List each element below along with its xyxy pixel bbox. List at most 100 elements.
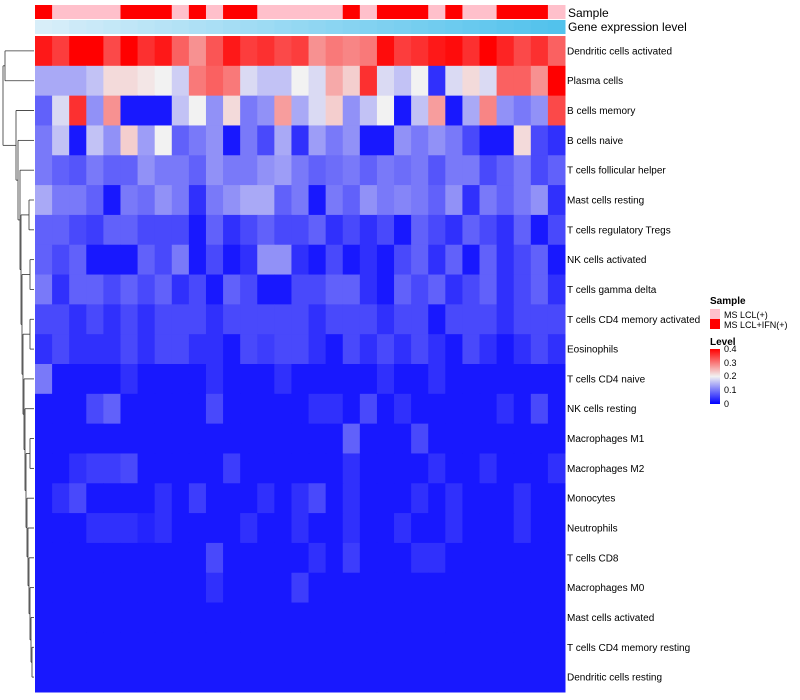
heatmap-cell xyxy=(411,602,429,633)
heatmap-cell xyxy=(240,274,258,305)
heatmap-cell xyxy=(257,125,275,156)
heatmap-cell xyxy=(411,185,429,216)
heatmap-cell xyxy=(308,65,327,97)
heatmap-cell xyxy=(240,364,258,395)
heatmap-cell xyxy=(342,483,361,514)
heatmap-cell xyxy=(359,393,378,425)
heatmap-cell xyxy=(359,423,378,454)
heatmap-cell xyxy=(376,155,395,186)
heatmap-cell xyxy=(52,602,70,633)
expression-annotation-cell xyxy=(205,20,224,34)
heatmap-cell xyxy=(496,662,515,693)
heatmap-cell xyxy=(411,65,429,97)
heatmap-cell xyxy=(120,95,139,126)
heatmap-cell xyxy=(171,542,190,574)
heatmap-cell xyxy=(223,244,241,276)
heatmap-cell xyxy=(257,155,275,186)
heatmap-cell xyxy=(35,244,53,276)
sample-annotation-cell xyxy=(479,5,498,19)
heatmap-cell xyxy=(257,185,275,216)
heatmap-cell xyxy=(411,214,429,246)
heatmap-cell xyxy=(188,304,207,335)
heatmap-cell xyxy=(188,364,207,395)
heatmap-cell xyxy=(86,185,104,216)
heatmap-cell xyxy=(394,155,412,186)
heatmap-cell xyxy=(69,572,87,604)
heatmap-cell xyxy=(428,423,446,454)
sample-annotation-cell xyxy=(359,5,378,19)
heatmap-cell xyxy=(137,36,156,67)
expression-annotation-cell xyxy=(257,20,275,34)
sample-annotation-bar xyxy=(35,5,566,19)
heatmap-cell xyxy=(240,513,258,544)
heatmap-cell xyxy=(52,334,70,365)
expression-annotation-bar xyxy=(35,20,566,34)
heatmap-cell xyxy=(223,155,241,186)
annotation-label-sample: Sample xyxy=(568,6,609,20)
heatmap-cell xyxy=(154,662,173,693)
heatmap-cell xyxy=(52,542,70,574)
heatmap-cell xyxy=(496,483,515,514)
heatmap-cell xyxy=(445,214,463,246)
heatmap-cell xyxy=(394,274,412,305)
heatmap-cell xyxy=(496,244,515,276)
heatmap-cell xyxy=(120,542,139,574)
heatmap-cell xyxy=(154,453,173,484)
heatmap-cell xyxy=(445,65,463,97)
heatmap-cell xyxy=(428,125,446,156)
heatmap-cell xyxy=(35,304,53,335)
heatmap-cell xyxy=(274,602,292,633)
heatmap-cell xyxy=(86,632,104,663)
heatmap-cell xyxy=(394,423,412,454)
heatmap-cell xyxy=(462,513,481,544)
heatmap-cell xyxy=(171,602,190,633)
heatmap-cell xyxy=(359,632,378,663)
heatmap-cell xyxy=(462,393,481,425)
heatmap-cell xyxy=(445,632,463,663)
heatmap-cell xyxy=(325,513,344,544)
level-tick-0: 0 xyxy=(724,399,729,409)
heatmap-cell xyxy=(359,364,378,395)
heatmap-cell xyxy=(35,572,53,604)
expression-annotation-cell xyxy=(154,20,173,34)
heatmap-cell xyxy=(325,364,344,395)
heatmap-cell xyxy=(547,602,566,633)
heatmap-cell xyxy=(86,602,104,633)
heatmap-cell xyxy=(69,334,87,365)
sample-annotation-cell xyxy=(257,5,275,19)
heatmap-cell xyxy=(445,36,463,67)
heatmap-cell xyxy=(325,453,344,484)
heatmap-cell xyxy=(479,274,498,305)
heatmap-cell xyxy=(274,125,292,156)
heatmap-cell xyxy=(274,453,292,484)
heatmap-cell xyxy=(69,423,87,454)
heatmap-cell xyxy=(342,95,361,126)
heatmap-cell xyxy=(411,513,429,544)
heatmap-cell xyxy=(445,244,463,276)
heatmap-cell xyxy=(240,244,258,276)
heatmap-cell xyxy=(513,542,532,574)
expression-annotation-cell xyxy=(240,20,258,34)
heatmap-cell xyxy=(376,602,395,633)
heatmap-cell xyxy=(411,632,429,663)
sample-annotation-cell xyxy=(137,5,156,19)
heatmap-cell xyxy=(411,125,429,156)
heatmap-cell xyxy=(69,542,87,574)
heatmap-cell xyxy=(428,36,446,67)
sample-annotation-cell xyxy=(376,5,395,19)
heatmap-cell xyxy=(547,185,566,216)
row-dendrogram xyxy=(2,50,34,678)
heatmap-cell xyxy=(462,214,481,246)
heatmap-cell xyxy=(86,214,104,246)
heatmap-cell xyxy=(120,602,139,633)
heatmap-cell xyxy=(137,483,156,514)
heatmap-cell xyxy=(171,95,190,126)
heatmap-cell xyxy=(52,95,70,126)
heatmap-cell xyxy=(479,244,498,276)
heatmap-cell xyxy=(428,453,446,484)
row-label: Dendritic cells activated xyxy=(567,46,672,57)
heatmap-cell xyxy=(496,513,515,544)
heatmap-cell xyxy=(35,453,53,484)
heatmap-cell xyxy=(513,453,532,484)
heatmap-cell xyxy=(376,65,395,97)
